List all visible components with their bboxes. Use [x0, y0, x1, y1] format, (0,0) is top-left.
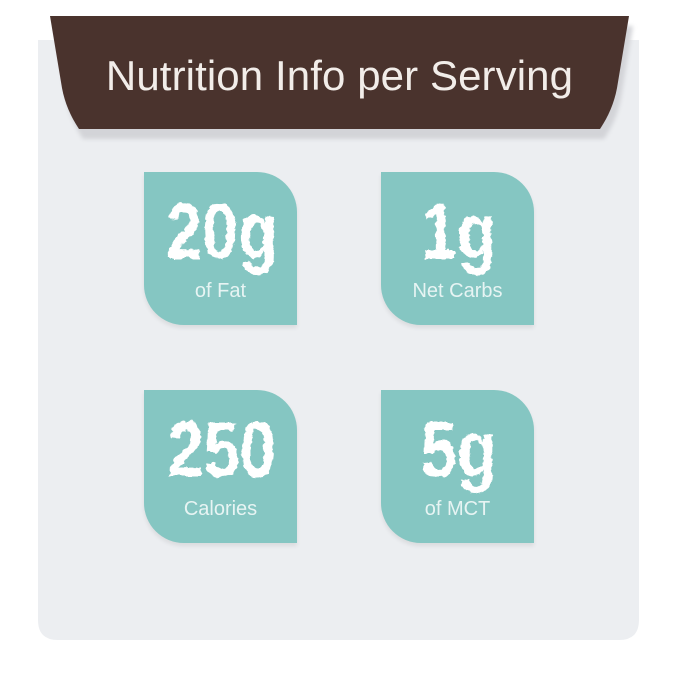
svg-text:5g: 5g	[420, 405, 496, 492]
svg-text:250: 250	[166, 405, 274, 492]
svg-text:20g: 20g	[165, 187, 277, 274]
svg-text:1g: 1g	[420, 187, 496, 274]
